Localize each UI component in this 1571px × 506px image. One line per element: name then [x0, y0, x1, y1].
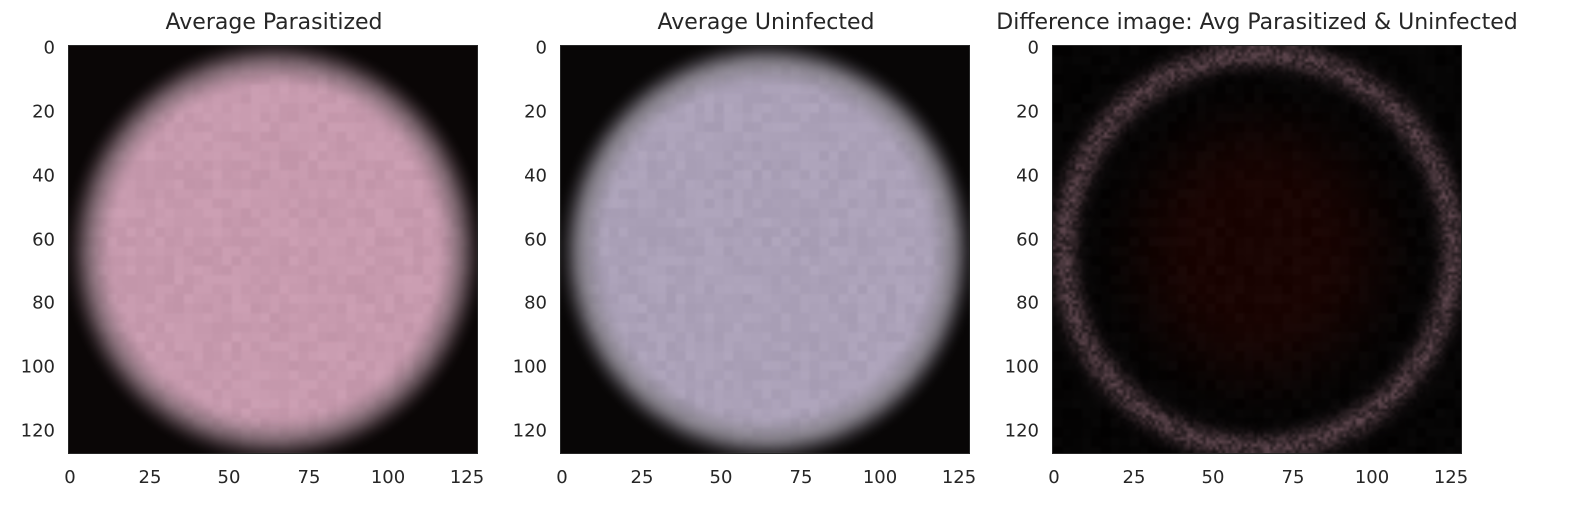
panel-difference-image: Difference image: Avg Parasitized & Unin… — [984, 0, 1474, 506]
y-tick-label: 40 — [5, 166, 55, 187]
y-tick-label: 60 — [497, 230, 547, 251]
x-tick-label: 100 — [1355, 467, 1389, 488]
x-tick-label: 50 — [218, 467, 241, 488]
y-tick-label: 40 — [989, 166, 1039, 187]
y-tick-label: 80 — [497, 293, 547, 314]
y-tick-label: 120 — [989, 421, 1039, 442]
difference-image — [1053, 46, 1461, 453]
y-tick-label: 100 — [989, 357, 1039, 378]
x-tick-label: 75 — [1282, 467, 1305, 488]
y-tick-label: 60 — [5, 230, 55, 251]
panel-average-uninfected: Average Uninfected 0 20 40 60 80 100 120… — [492, 0, 982, 506]
x-tick-label: 0 — [556, 467, 567, 488]
average-uninfected-image — [561, 46, 969, 453]
panel-title: Average Uninfected — [658, 10, 875, 35]
x-tick-label: 0 — [64, 467, 75, 488]
y-tick-label: 100 — [5, 357, 55, 378]
panel-title: Average Parasitized — [166, 10, 383, 35]
x-tick-label: 125 — [942, 467, 976, 488]
panel-title: Difference image: Avg Parasitized & Unin… — [996, 10, 1517, 35]
x-tick-label: 75 — [298, 467, 321, 488]
y-tick-label: 0 — [5, 38, 55, 59]
x-tick-label: 100 — [863, 467, 897, 488]
y-tick-label: 60 — [989, 230, 1039, 251]
x-tick-label: 125 — [1434, 467, 1468, 488]
y-tick-label: 120 — [497, 421, 547, 442]
y-tick-label: 20 — [989, 102, 1039, 123]
x-tick-label: 50 — [710, 467, 733, 488]
image-axes — [68, 45, 478, 454]
y-tick-label: 0 — [989, 38, 1039, 59]
average-parasitized-image — [69, 46, 477, 453]
x-tick-label: 50 — [1202, 467, 1225, 488]
x-tick-label: 0 — [1048, 467, 1059, 488]
y-tick-label: 100 — [497, 357, 547, 378]
image-axes — [1052, 45, 1462, 454]
panel-average-parasitized: Average Parasitized 0 20 40 60 80 100 12… — [0, 0, 490, 506]
x-tick-label: 100 — [371, 467, 405, 488]
y-tick-label: 80 — [989, 293, 1039, 314]
x-tick-label: 125 — [450, 467, 484, 488]
y-tick-label: 20 — [497, 102, 547, 123]
x-tick-label: 25 — [631, 467, 654, 488]
image-axes — [560, 45, 970, 454]
y-tick-label: 120 — [5, 421, 55, 442]
x-tick-label: 75 — [790, 467, 813, 488]
y-tick-label: 80 — [5, 293, 55, 314]
x-tick-label: 25 — [139, 467, 162, 488]
y-tick-label: 0 — [497, 38, 547, 59]
x-tick-label: 25 — [1123, 467, 1146, 488]
y-tick-label: 40 — [497, 166, 547, 187]
y-tick-label: 20 — [5, 102, 55, 123]
